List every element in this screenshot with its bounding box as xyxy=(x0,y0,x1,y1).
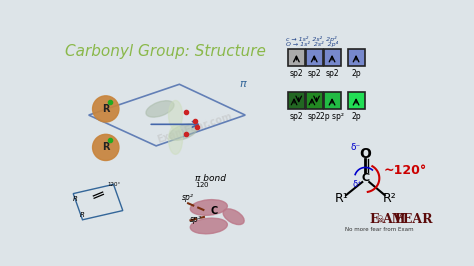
Text: R²: R² xyxy=(383,192,396,205)
Bar xyxy=(324,49,341,66)
Ellipse shape xyxy=(190,200,228,215)
Text: sp2: sp2 xyxy=(290,69,303,78)
Text: C: C xyxy=(361,173,369,183)
Text: $\bar{1}20$: $\bar{1}20$ xyxy=(195,180,210,190)
Text: R: R xyxy=(102,104,109,114)
Text: c → 1s²  2s²  2p²: c → 1s² 2s² 2p² xyxy=(286,36,337,42)
Ellipse shape xyxy=(223,209,244,225)
Text: 120°: 120° xyxy=(107,182,120,187)
Text: R: R xyxy=(80,213,84,218)
Bar xyxy=(288,49,305,66)
Text: sp2: sp2 xyxy=(308,69,321,78)
Ellipse shape xyxy=(169,101,182,130)
Text: π: π xyxy=(240,79,246,89)
Ellipse shape xyxy=(169,124,197,140)
Text: Carbonyl Group: Structure: Carbonyl Group: Structure xyxy=(65,44,266,59)
Text: ~120°: ~120° xyxy=(383,164,427,177)
Text: sp²: sp² xyxy=(190,215,201,224)
Bar xyxy=(306,92,323,109)
Text: O: O xyxy=(359,147,371,161)
Bar xyxy=(347,92,365,109)
Text: 2p sp²: 2p sp² xyxy=(320,112,344,121)
Text: R: R xyxy=(102,142,109,152)
Text: R¹: R¹ xyxy=(335,192,348,205)
Circle shape xyxy=(92,134,119,160)
Bar xyxy=(324,92,341,109)
Text: sp2: sp2 xyxy=(308,112,321,121)
Ellipse shape xyxy=(169,125,182,154)
Text: π bond: π bond xyxy=(195,173,226,182)
Text: 2p: 2p xyxy=(351,69,361,78)
Text: sp2: sp2 xyxy=(290,112,303,121)
Text: R: R xyxy=(73,196,78,202)
Text: E: E xyxy=(369,213,379,226)
Ellipse shape xyxy=(146,101,174,117)
Text: sp2: sp2 xyxy=(325,69,339,78)
Text: ExamFear.com: ExamFear.com xyxy=(156,111,234,145)
Circle shape xyxy=(92,96,119,122)
Bar xyxy=(347,49,365,66)
Text: No more fear from Exam: No more fear from Exam xyxy=(345,227,414,232)
Text: FEAR: FEAR xyxy=(394,213,433,226)
Text: AM: AM xyxy=(382,213,405,226)
Text: 2p: 2p xyxy=(351,112,361,121)
Text: O → 1s²  2s²  2p⁴: O → 1s² 2s² 2p⁴ xyxy=(286,41,338,47)
Text: C: C xyxy=(210,206,218,216)
Ellipse shape xyxy=(190,218,228,234)
Bar xyxy=(288,92,305,109)
Text: ☠: ☠ xyxy=(375,215,384,225)
Text: sp²: sp² xyxy=(182,193,193,202)
Text: δ⁻: δ⁻ xyxy=(350,143,360,152)
Text: δ⁺: δ⁺ xyxy=(352,180,362,189)
Bar xyxy=(306,49,323,66)
